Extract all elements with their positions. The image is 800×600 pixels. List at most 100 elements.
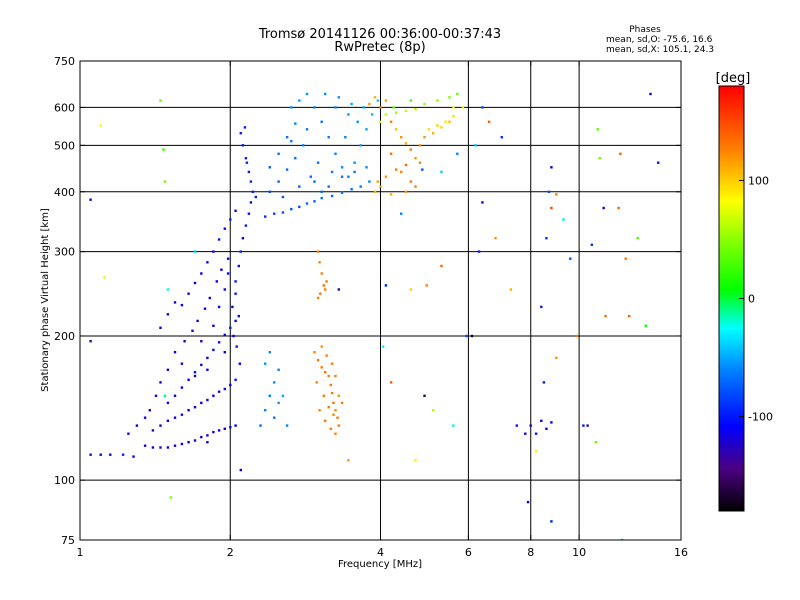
data-point <box>353 161 356 164</box>
data-point <box>436 124 439 127</box>
data-point <box>226 272 230 275</box>
data-point <box>217 341 221 344</box>
stats-line-x: mean, sd,X: 105.1, 24.3 <box>606 45 714 55</box>
data-point <box>400 212 403 215</box>
data-point <box>247 212 251 215</box>
data-point <box>452 115 455 118</box>
data-point <box>456 152 459 155</box>
data-point <box>231 305 234 309</box>
data-point <box>173 416 177 419</box>
data-point <box>166 368 170 371</box>
data-point <box>285 136 289 139</box>
data-point <box>365 166 368 169</box>
data-point <box>196 319 199 323</box>
data-point <box>193 281 197 285</box>
data-point <box>244 224 248 227</box>
data-point <box>414 459 417 462</box>
data-point <box>217 305 221 309</box>
data-point <box>320 120 323 123</box>
data-point <box>132 455 135 458</box>
data-point <box>191 329 194 332</box>
data-point <box>298 99 301 102</box>
data-point <box>395 168 398 171</box>
data-point <box>362 106 365 109</box>
data-point <box>305 202 309 205</box>
data-point <box>193 439 197 442</box>
data-point <box>400 136 403 139</box>
data-point <box>384 113 388 116</box>
data-point <box>487 120 491 123</box>
data-point <box>200 401 203 405</box>
data-point <box>384 99 388 102</box>
data-point <box>318 261 321 264</box>
data-point <box>234 319 237 323</box>
data-point <box>166 419 170 422</box>
data-point <box>448 96 451 99</box>
data-point <box>327 185 330 188</box>
data-point <box>324 419 327 422</box>
colorbar-label: [deg] <box>716 71 751 86</box>
data-point <box>290 140 293 143</box>
data-point <box>200 340 203 343</box>
data-point <box>356 120 359 123</box>
data-point <box>524 432 527 435</box>
data-point <box>389 381 393 384</box>
data-point <box>586 424 589 427</box>
data-point <box>229 383 232 387</box>
data-point <box>290 106 293 109</box>
data-point <box>395 111 398 114</box>
data-point <box>200 435 203 439</box>
data-point <box>456 92 459 96</box>
data-point <box>143 444 147 447</box>
data-point <box>427 128 431 131</box>
data-point <box>440 170 443 174</box>
data-point <box>529 424 532 427</box>
data-point <box>604 314 607 318</box>
data-point <box>376 180 379 183</box>
y-tick-label: 600 <box>54 101 75 114</box>
y-tick-label: 500 <box>54 139 75 152</box>
data-point <box>461 106 465 109</box>
data-point <box>316 359 320 362</box>
data-point <box>327 136 330 139</box>
y-axis-label: Stationary phase Virtual Height [km] <box>40 208 51 392</box>
data-point <box>241 237 245 240</box>
data-point <box>465 334 468 338</box>
data-point <box>555 356 558 360</box>
data-point <box>329 383 332 387</box>
colorbar-tick-label: 100 <box>748 174 769 187</box>
colorbar-tick-label: -100 <box>748 411 773 424</box>
data-point <box>206 368 209 371</box>
data-point <box>359 185 362 188</box>
data-point <box>239 250 242 253</box>
data-point <box>163 180 167 183</box>
data-point <box>103 276 106 279</box>
data-point <box>99 453 102 456</box>
x-tick-label: 1 <box>77 546 84 559</box>
data-point <box>193 406 197 409</box>
data-point <box>329 427 332 430</box>
data-point <box>127 432 130 435</box>
data-point <box>159 99 162 102</box>
data-point <box>237 314 240 318</box>
data-point <box>540 305 543 309</box>
data-point <box>264 409 267 412</box>
data-point <box>223 427 226 430</box>
data-point <box>440 126 443 129</box>
data-point <box>249 201 253 204</box>
data-point <box>143 416 147 419</box>
data-point <box>330 170 334 174</box>
data-point <box>217 238 221 241</box>
data-point <box>237 264 240 268</box>
data-point <box>327 406 330 409</box>
data-point <box>320 345 323 348</box>
data-point <box>238 362 241 365</box>
data-point <box>305 92 309 96</box>
data-point <box>251 190 255 193</box>
data-point <box>330 391 334 395</box>
data-point <box>159 446 162 449</box>
data-point <box>163 394 167 397</box>
gridlines <box>80 61 681 540</box>
data-point <box>545 427 548 430</box>
data-point <box>173 444 177 447</box>
